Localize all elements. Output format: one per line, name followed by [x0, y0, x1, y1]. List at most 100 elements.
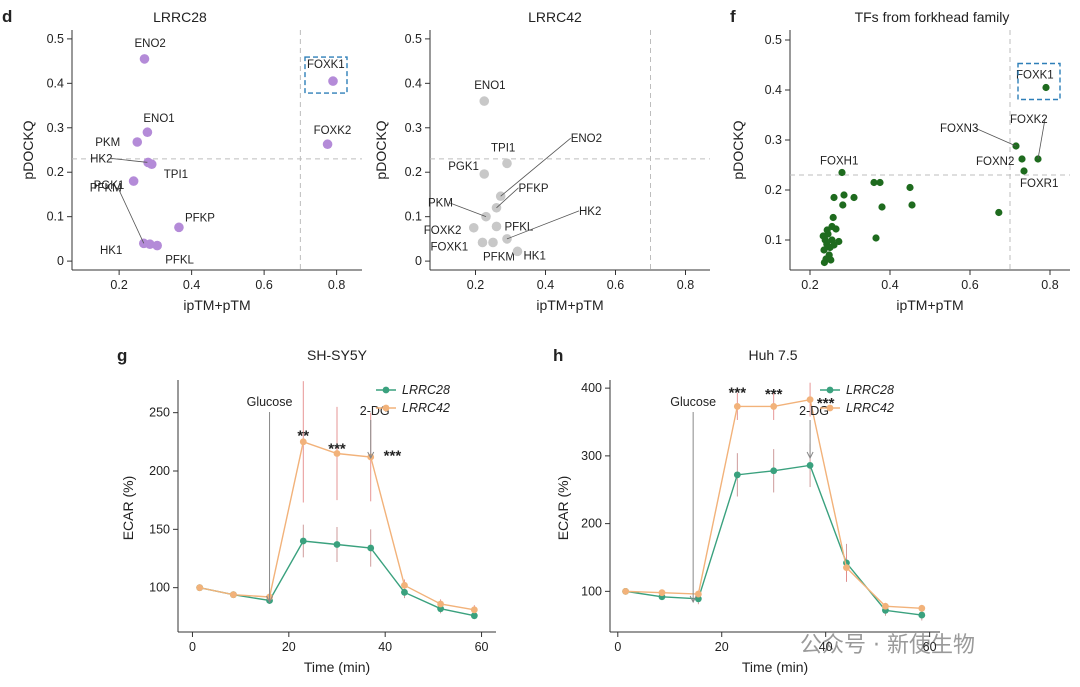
- shsy5y-x-tick-label: 60: [475, 640, 489, 654]
- huh75-lrrc28-marker: [918, 611, 926, 619]
- lrrc42-y-tick-label: 0: [415, 254, 422, 268]
- lrrc42-x-tick-label: 0.4: [537, 278, 554, 292]
- forkhead-point: [827, 256, 835, 264]
- forkhead-point-label: FOXK2: [1010, 114, 1048, 126]
- lrrc28-point-eno1: [142, 127, 153, 138]
- watermark-text: 公众号 · 新使生物: [800, 633, 975, 658]
- forkhead-point: [820, 258, 829, 267]
- shsy5y-lrrc28-marker: [470, 612, 478, 620]
- shsy5y-y-tick-label: 100: [149, 581, 170, 595]
- forkhead-y-tick-label: 0.2: [765, 183, 782, 197]
- shsy5y-arrowhead-2dg: [367, 451, 375, 460]
- huh75-y-tick-label: 100: [581, 584, 602, 598]
- panel-label-f: f: [730, 7, 736, 26]
- shsy5y-lrrc42-marker: [230, 591, 237, 599]
- shsy5y-y-tick-label: 250: [149, 406, 170, 420]
- forkhead-point-label: FOXN3: [940, 123, 978, 135]
- lrrc42-point-tpi1: [502, 158, 512, 169]
- huh75-significance-mark: ***: [765, 386, 783, 403]
- lrrc42-point-label: FOXK1: [431, 241, 469, 253]
- huh75-arrowhead-2dg: [806, 451, 814, 460]
- lrrc28-point-label: HK1: [100, 245, 122, 257]
- shsy5y-x-tick-label: 0: [189, 640, 196, 654]
- forkhead-y-label: pDOCKQ: [730, 120, 746, 179]
- lrrc28-y-tick-label: 0: [57, 254, 64, 268]
- lrrc28-point-foxk1: [328, 76, 338, 86]
- shsy5y-lrrc28-marker: [333, 541, 341, 548]
- lrrc28-leader-line: [117, 187, 145, 244]
- forkhead-y-tick-label: 0.5: [765, 33, 782, 47]
- lrrc42-x-tick-label: 0.6: [607, 278, 624, 292]
- lrrc28-point-label: PGK1: [94, 180, 125, 192]
- lrrc42-y-tick-label: 0.4: [405, 76, 422, 90]
- huh75-significance-mark: ***: [729, 385, 747, 402]
- forkhead-point: [870, 178, 878, 187]
- forkhead-point-foxk1: [1042, 83, 1050, 92]
- lrrc28-point-label: PFKM: [90, 182, 122, 194]
- lrrc28-point-label: FOXK1: [307, 59, 345, 71]
- lrrc42-point-label: PFKP: [519, 183, 549, 195]
- shsy5y-lrrc42-marker: [333, 450, 341, 457]
- lrrc28-point-label: TPI1: [164, 169, 188, 181]
- lrrc28-point-label: PKM: [95, 137, 120, 149]
- forkhead-point-label: FOXK1: [1016, 70, 1054, 82]
- lrrc42-point-pfkm: [488, 237, 498, 248]
- lrrc42-point-hk1: [512, 246, 523, 257]
- forkhead-leader-line: [974, 127, 1017, 147]
- forkhead-point: [995, 208, 1003, 217]
- lrrc42-point-label: HK1: [524, 250, 546, 262]
- lrrc42-point-label: ENO2: [571, 133, 602, 145]
- lrrc42-leader-line: [496, 187, 519, 209]
- forkhead-point: [872, 234, 880, 242]
- shsy5y-significance-mark: ***: [328, 441, 346, 458]
- forkhead-x-tick-label: 0.4: [881, 278, 898, 292]
- huh75-lrrc28-marker: [694, 595, 702, 603]
- lrrc42-point-label: HK2: [579, 206, 601, 218]
- lrrc42-x-tick-label: 0.2: [467, 278, 484, 292]
- forkhead-point: [878, 203, 886, 211]
- lrrc42-y-label: pDOCKQ: [373, 120, 389, 179]
- forkhead-point: [850, 193, 858, 202]
- huh75-x-tick-label: 60: [923, 640, 937, 654]
- shsy5y-lrrc42-marker: [299, 438, 307, 446]
- forkhead-point: [876, 178, 884, 187]
- lrrc42-point-label: PFKM: [483, 251, 515, 263]
- forkhead-x-tick-label: 0.2: [801, 278, 818, 292]
- forkhead-x-tick-label: 0.6: [961, 278, 978, 292]
- lrrc28-y-tick-label: 0.2: [47, 165, 64, 179]
- shsy5y-lrrc28-marker: [367, 544, 375, 552]
- forkhead-point-foxh1: [838, 168, 846, 177]
- forkhead-point: [830, 193, 838, 202]
- lrrc28-point-pkm: [132, 137, 143, 147]
- lrrc28-point-label: PFKP: [185, 212, 215, 224]
- huh75-y-tick-label: 200: [581, 517, 602, 531]
- lrrc28-highlight-box: [304, 56, 348, 94]
- shsy5y-significance-mark: **: [297, 428, 309, 445]
- forkhead-point-label: FOXN2: [976, 156, 1014, 168]
- lrrc28-point-label: ENO1: [143, 113, 174, 125]
- lrrc28-point-foxk2: [322, 139, 333, 150]
- lrrc28-x-tick-label: 0.2: [110, 278, 127, 292]
- huh75-x-tick-label: 40: [819, 640, 833, 654]
- huh75-lrrc42-marker: [770, 403, 778, 410]
- lrrc28-point-label: FOXK2: [314, 125, 352, 137]
- huh75-lrrc42-marker: [843, 564, 850, 572]
- panel-label-h: h: [553, 346, 563, 365]
- huh75-lrrc42-marker: [694, 590, 702, 598]
- shsy5y-legend-lrrc42-marker: [382, 404, 390, 412]
- shsy5y-lrrc42-marker: [470, 606, 478, 614]
- lrrc28-point-label: PFKL: [165, 255, 194, 267]
- lrrc28-y-label: pDOCKQ: [20, 120, 36, 179]
- forkhead-y-tick-label: 0.3: [765, 133, 782, 147]
- huh75-y-tick-label: 400: [581, 381, 602, 395]
- lrrc28-point-label: HK2: [90, 153, 112, 165]
- forkhead-leader-line: [1037, 118, 1046, 160]
- forkhead-x-label: ipTM+pTM: [896, 297, 963, 313]
- huh75-lrrc42-marker: [918, 604, 926, 612]
- huh75-lrrc28-marker: [806, 461, 814, 469]
- forkhead-point: [906, 183, 914, 192]
- shsy5y-lrrc42-marker: [437, 600, 444, 608]
- lrrc42-point-label: PKM: [428, 198, 453, 210]
